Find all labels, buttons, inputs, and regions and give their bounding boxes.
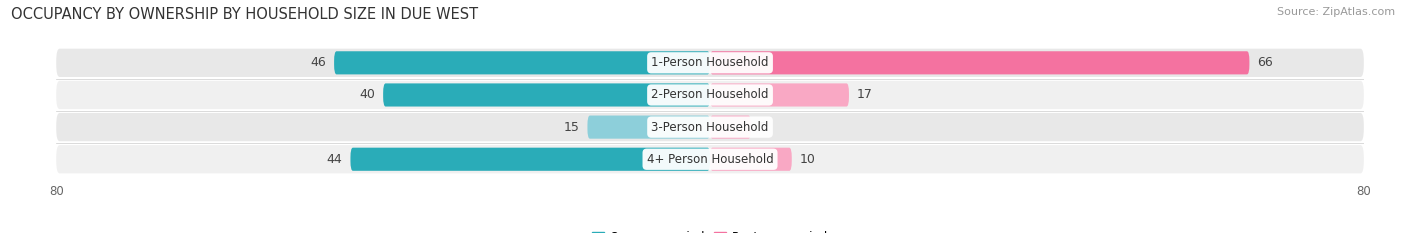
- Legend: Owner-occupied, Renter-occupied: Owner-occupied, Renter-occupied: [586, 226, 834, 233]
- Text: 66: 66: [1257, 56, 1274, 69]
- Text: 10: 10: [800, 153, 815, 166]
- FancyBboxPatch shape: [350, 148, 710, 171]
- FancyBboxPatch shape: [56, 81, 1364, 109]
- Text: 17: 17: [858, 89, 873, 101]
- Text: 15: 15: [564, 121, 579, 134]
- FancyBboxPatch shape: [710, 83, 849, 106]
- FancyBboxPatch shape: [710, 116, 751, 139]
- FancyBboxPatch shape: [710, 51, 1250, 74]
- FancyBboxPatch shape: [588, 116, 710, 139]
- FancyBboxPatch shape: [56, 145, 1364, 173]
- Text: 44: 44: [326, 153, 342, 166]
- FancyBboxPatch shape: [56, 113, 1364, 141]
- Text: 46: 46: [311, 56, 326, 69]
- Text: 3-Person Household: 3-Person Household: [651, 121, 769, 134]
- Text: OCCUPANCY BY OWNERSHIP BY HOUSEHOLD SIZE IN DUE WEST: OCCUPANCY BY OWNERSHIP BY HOUSEHOLD SIZE…: [11, 7, 478, 22]
- Text: 5: 5: [759, 121, 768, 134]
- Text: 40: 40: [359, 89, 375, 101]
- Text: Source: ZipAtlas.com: Source: ZipAtlas.com: [1277, 7, 1395, 17]
- Text: 4+ Person Household: 4+ Person Household: [647, 153, 773, 166]
- FancyBboxPatch shape: [382, 83, 710, 106]
- FancyBboxPatch shape: [710, 148, 792, 171]
- FancyBboxPatch shape: [335, 51, 710, 74]
- FancyBboxPatch shape: [56, 49, 1364, 77]
- Text: 2-Person Household: 2-Person Household: [651, 89, 769, 101]
- Text: 1-Person Household: 1-Person Household: [651, 56, 769, 69]
